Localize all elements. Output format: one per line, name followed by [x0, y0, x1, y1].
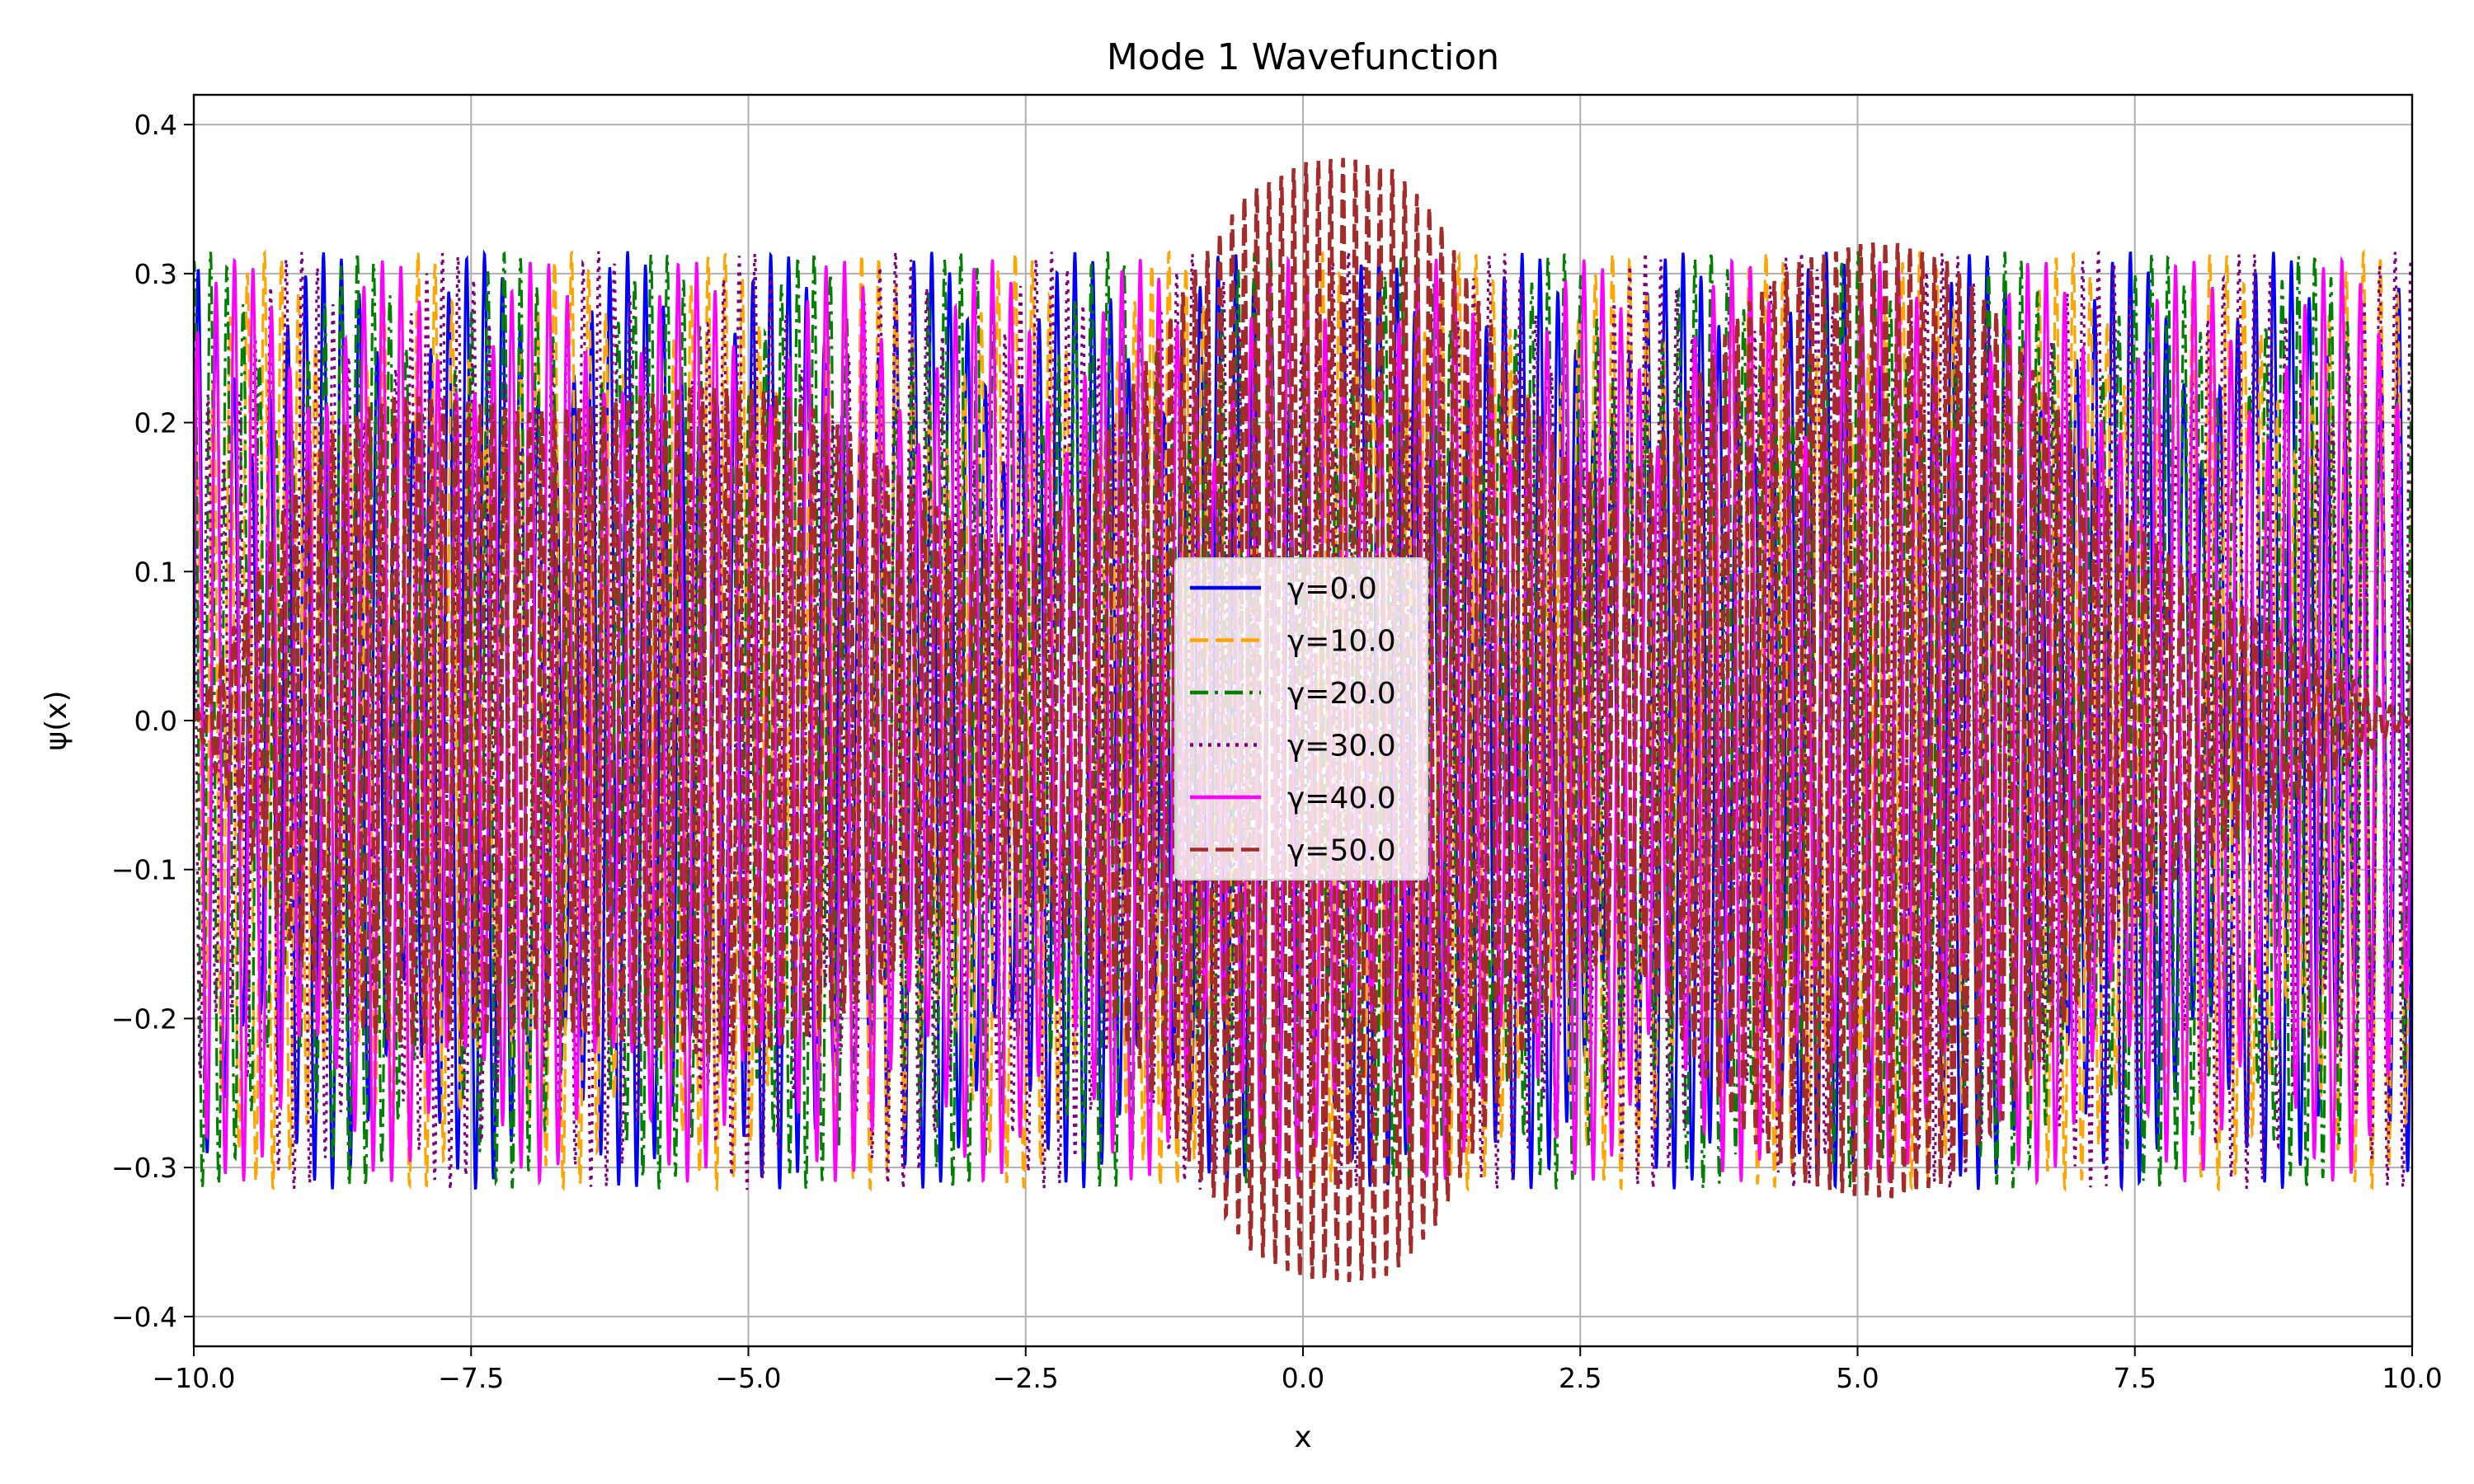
legend-label-1: γ=10.0 — [1287, 625, 1396, 659]
series-line-2 — [194, 251, 2412, 1193]
y-axis-ticks: −0.4 −0.3 −0.2 −0.1 0.0 0.1 0.2 0.3 0.4 — [111, 109, 194, 1333]
x-tick-label: 0.0 — [1282, 1362, 1324, 1394]
legend-label-5: γ=50.0 — [1287, 834, 1396, 868]
x-tick-label: 5.0 — [1836, 1362, 1879, 1394]
y-tick-label: 0.2 — [134, 407, 177, 439]
y-tick-label: −0.2 — [111, 1003, 177, 1035]
x-tick-label: −5.0 — [715, 1362, 781, 1394]
x-tick-label: −7.5 — [438, 1362, 504, 1394]
legend-label-3: γ=30.0 — [1287, 730, 1396, 763]
x-tick-label: 2.5 — [1559, 1362, 1602, 1394]
y-tick-label: 0.0 — [134, 705, 177, 737]
legend-label-2: γ=20.0 — [1287, 677, 1396, 711]
x-axis-ticks: −10.0 −7.5 −5.0 −2.5 0.0 2.5 5.0 7.5 10.0 — [152, 1346, 2443, 1394]
y-tick-label: −0.3 — [111, 1152, 177, 1184]
y-axis-label: ψ(x) — [40, 690, 73, 750]
legend-label-0: γ=0.0 — [1287, 572, 1377, 606]
y-tick-label: −0.1 — [111, 854, 177, 886]
x-tick-label: 10.0 — [2382, 1362, 2442, 1394]
legend-box — [1174, 557, 1428, 881]
legend-label-4: γ=40.0 — [1287, 782, 1396, 815]
chart-title: Mode 1 Wavefunction — [1107, 36, 1499, 78]
x-tick-label: −2.5 — [993, 1362, 1059, 1394]
x-axis-label: x — [1294, 1421, 1311, 1454]
y-tick-label: −0.4 — [111, 1301, 177, 1333]
y-tick-label: 0.1 — [134, 556, 177, 588]
legend: γ=0.0 γ=10.0 γ=20.0 γ=30.0 γ=40.0 γ=50.0 — [1174, 557, 1428, 881]
x-tick-label: 7.5 — [2114, 1362, 2157, 1394]
y-tick-label: 0.3 — [134, 258, 177, 290]
x-tick-label: −10.0 — [152, 1362, 235, 1394]
y-tick-label: 0.4 — [134, 109, 177, 141]
